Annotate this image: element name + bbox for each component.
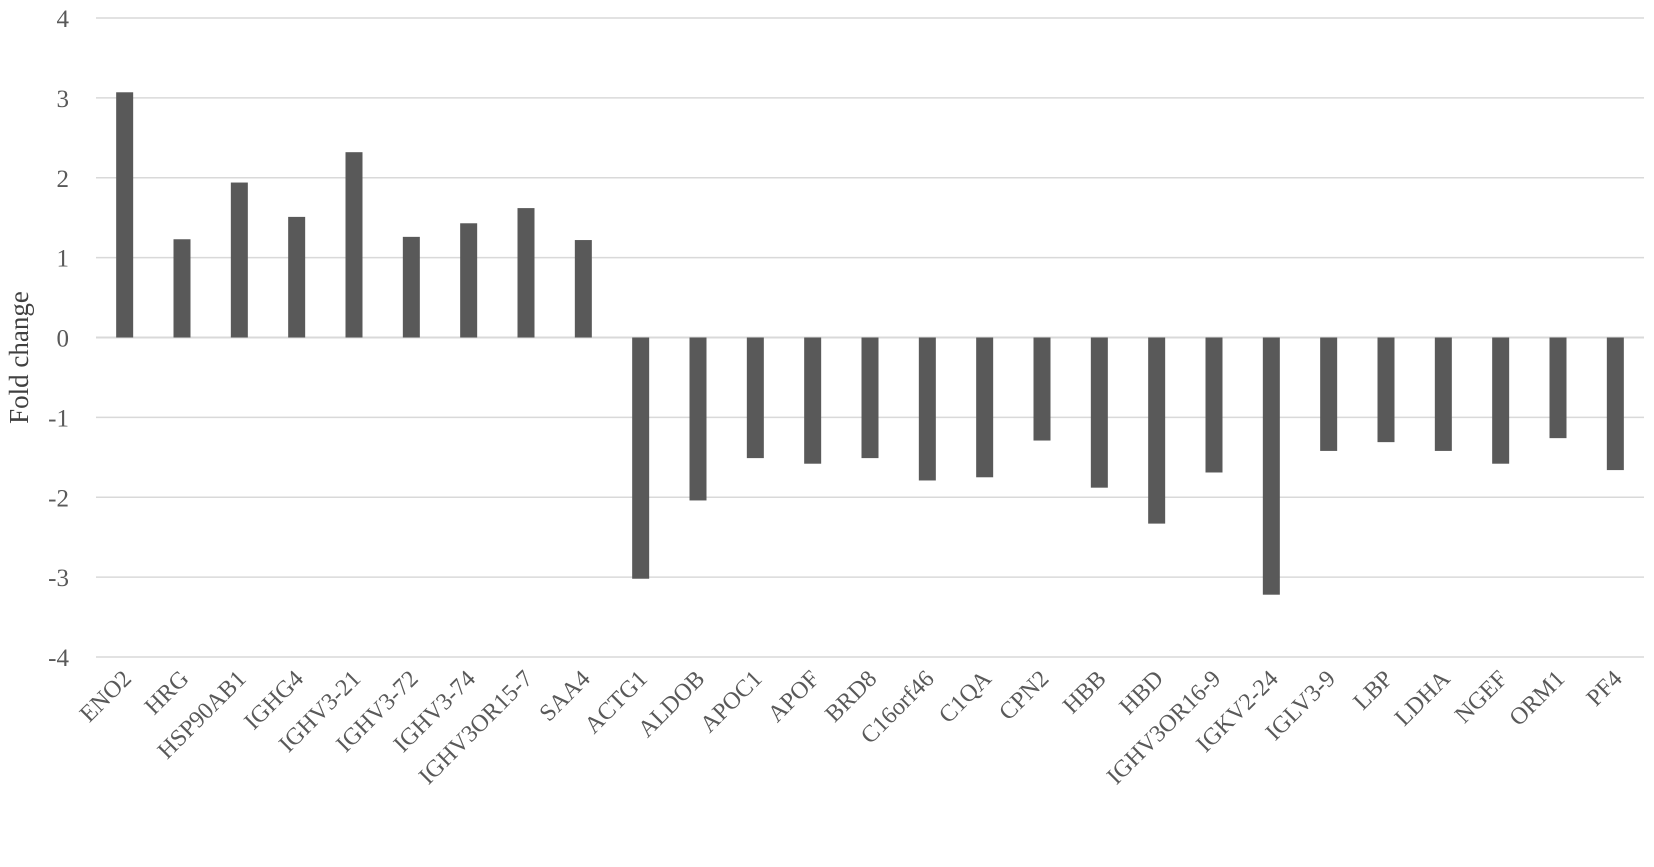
bar-apoc1: [746, 337, 764, 459]
x-tick-label: APOC1: [695, 666, 767, 738]
y-tick-label: 3: [57, 86, 70, 113]
y-axis-title: Fold change: [4, 291, 34, 424]
bar-cpn2: [1033, 337, 1051, 441]
bar-eno2: [116, 92, 134, 338]
y-axis-ticks: 4 3 2 1 0 -1 -2 -3 -4: [48, 6, 69, 672]
y-tick-label: 0: [57, 326, 70, 353]
x-tick-label: ENO2: [75, 666, 137, 728]
bar-igkv2-24: [1262, 337, 1280, 595]
x-tick-label: ORM1: [1505, 666, 1571, 732]
x-tick-label: APOF: [763, 666, 825, 728]
bar-ighv3or16-9: [1205, 337, 1223, 473]
bar-hbb: [1090, 337, 1108, 488]
x-tick-label: CPN2: [994, 666, 1054, 726]
x-tick-label: C1QA: [934, 665, 997, 728]
x-tick-label: PF4: [1582, 666, 1628, 712]
bar-ighv3-72: [402, 236, 420, 338]
y-tick-label: 2: [57, 166, 70, 193]
bar-aldob: [689, 337, 707, 501]
y-tick-label: 4: [57, 6, 70, 33]
bar-ngef: [1492, 337, 1510, 464]
bar-hrg: [173, 239, 191, 338]
bar-ighg4: [288, 216, 306, 338]
bar-apof: [804, 337, 822, 464]
bar-hbd: [1148, 337, 1166, 524]
bar-orm1: [1549, 337, 1567, 439]
bar-saa4: [574, 240, 592, 338]
bar-iglv3-9: [1320, 337, 1338, 451]
y-tick-label: -1: [48, 405, 69, 432]
bar-ighv3-21: [345, 152, 363, 338]
bar-ighv3-74: [460, 223, 478, 338]
bar-brd8: [861, 337, 879, 459]
y-tick-label: 1: [57, 246, 70, 273]
bar-ighv3or15-7: [517, 208, 535, 338]
bar-hsp90ab1: [230, 182, 248, 338]
y-tick-label: -3: [48, 565, 69, 592]
bar-pf4: [1606, 337, 1624, 471]
x-axis-labels: ENO2 HRGHSP90AB1IGHG4IGHV3-21IGHV3-72IGHV…: [75, 665, 1627, 789]
bar-lbp: [1377, 337, 1395, 443]
bar-c1qa: [976, 337, 994, 478]
bars: [116, 92, 1624, 595]
bar-ldha: [1434, 337, 1452, 451]
x-tick-label: LBP: [1349, 666, 1399, 716]
x-tick-label: NGEF: [1450, 666, 1513, 729]
bar-actg1: [632, 337, 650, 579]
y-tick-label: -4: [48, 645, 69, 672]
x-tick-label: LDHA: [1390, 665, 1456, 731]
x-tick-label: HBB: [1058, 666, 1111, 719]
bar-c16orf46: [918, 337, 936, 481]
y-tick-label: -2: [48, 485, 69, 512]
